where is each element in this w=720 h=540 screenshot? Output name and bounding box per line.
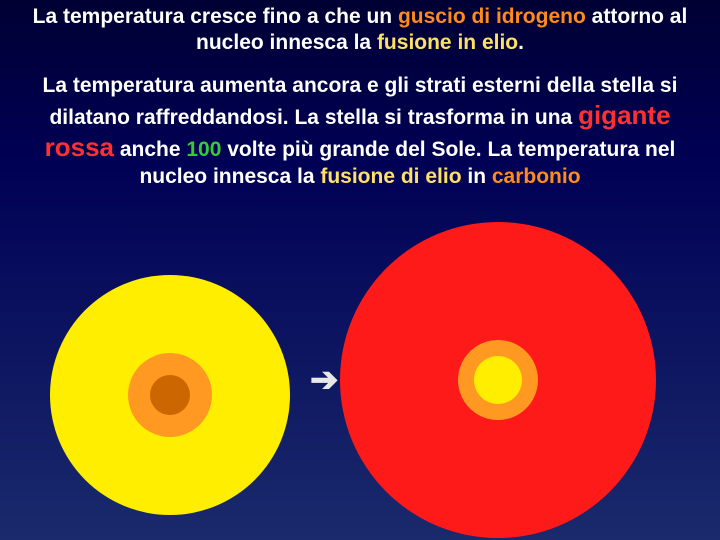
text-span: 100 [186, 138, 221, 161]
paragraph-2: La temperatura aumenta ancora e gli stra… [0, 69, 720, 191]
text-span: fusione di elio [320, 165, 461, 188]
text-span: fusione in elio [377, 31, 518, 54]
diagram-area: ➔ [0, 240, 720, 540]
left-star-layer-2 [150, 375, 190, 415]
text-span: . [518, 31, 524, 54]
paragraph-1: La temperatura cresce fino a che un gusc… [0, 0, 720, 57]
text-span: in [462, 165, 492, 188]
text-span: anche [114, 138, 186, 161]
text-span: guscio di idrogeno [398, 5, 586, 28]
arrow-icon: ➔ [310, 363, 339, 397]
text-span: carbonio [492, 165, 581, 188]
right-star-layer-2 [474, 356, 522, 404]
text-span: La temperatura cresce fino a che un [33, 5, 398, 28]
